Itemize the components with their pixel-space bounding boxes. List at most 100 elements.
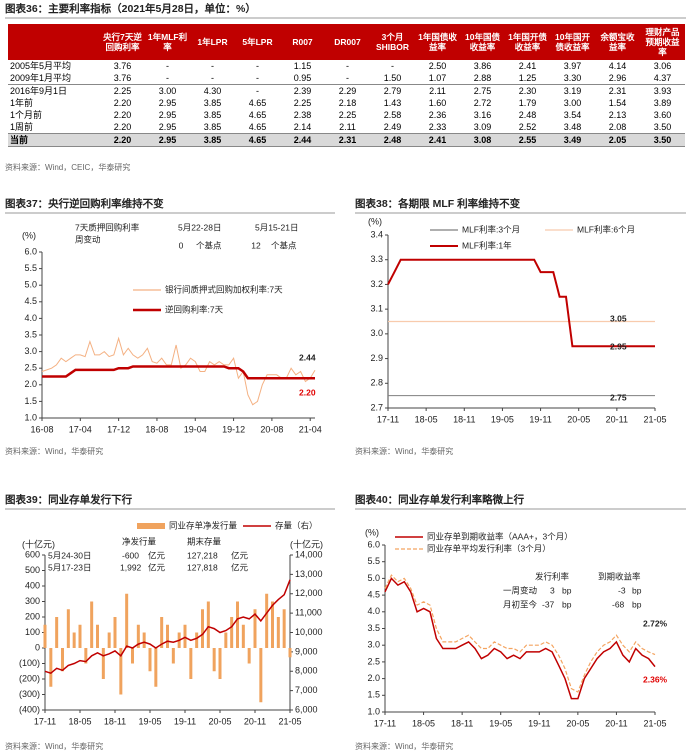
y-tick-label: 4.5 [367, 589, 380, 599]
y-tick-label: (300) [19, 689, 40, 699]
y-tick-label: 2.7 [370, 402, 383, 412]
table-cell: 1.54 [608, 98, 627, 108]
bar [90, 601, 94, 648]
table-cell: 2.31 [608, 86, 627, 96]
series-line [41, 336, 316, 406]
column-header: 5年LPR [235, 24, 280, 60]
annotation: 月初至今 [503, 599, 538, 609]
row-label: 2016年9月1日 [10, 86, 68, 96]
legend-label: 同业存单净发行量 [169, 520, 238, 530]
x-tick-label: 19-12 [222, 424, 245, 434]
table-cell: 1.25 [505, 72, 550, 85]
bar [271, 601, 274, 648]
table-cell: 2.33 [415, 121, 460, 134]
table-cell: - [346, 61, 349, 71]
x-tick-label: 20-11 [606, 414, 628, 424]
x-tick-label: 19-11 [528, 718, 550, 728]
x-tick-label: 19-05 [491, 414, 514, 424]
y-tick-label: 2.9 [370, 353, 383, 363]
table-cell: 2.30 [518, 86, 537, 96]
table-cell: - [391, 61, 394, 71]
column-header: 1年LPR [190, 24, 235, 60]
annotation: -68 [612, 599, 625, 609]
series-line [384, 577, 656, 700]
y-tick-label: 5.0 [24, 280, 37, 290]
legend-label: 逆回购利率:7天 [165, 304, 224, 314]
bar [171, 648, 175, 664]
bar [195, 632, 199, 648]
bar [148, 648, 152, 672]
table-cell: 2.11 [325, 121, 370, 134]
x-tick-label: 20-11 [605, 718, 627, 728]
y-tick-label: 3.1 [370, 304, 383, 314]
table-cell: 2.25 [293, 98, 312, 108]
table-cell: 2.58 [383, 110, 402, 120]
x-tick-label: 20-05 [567, 414, 590, 424]
series-line [42, 365, 315, 380]
table-cell: - [211, 61, 214, 71]
y-tick-label: 300 [25, 596, 40, 606]
bar [189, 648, 193, 679]
x-tick-label: 16-08 [30, 424, 53, 434]
bar [131, 648, 134, 664]
table-cell: 3.93 [653, 86, 672, 96]
table-cell: 3.16 [473, 110, 492, 120]
table-cell: 2.55 [505, 133, 550, 147]
annotation: bp [562, 585, 572, 595]
table-cell: 3.50 [640, 121, 685, 134]
bar [160, 617, 164, 648]
table-row: 2009年1月平均 3.76- - -0.95-1.50 1.07 2.88 1.25 3.3… [8, 72, 685, 85]
y-tick-label: 3.5 [367, 623, 380, 633]
table-cell: 4.65 [235, 121, 280, 134]
annotation: 亿元 [148, 550, 166, 560]
y-tick-label: 5.5 [24, 263, 37, 273]
annotation: 5月15-21日 [255, 222, 298, 232]
x-tick-label: 20-05 [208, 716, 231, 726]
table-cell: 3.85 [190, 121, 235, 134]
column-header: 3个月SHIBOR [370, 24, 415, 60]
x-tick-label: 19-05 [489, 718, 512, 728]
y2-tick-label: 7,000 [295, 685, 318, 695]
table-cell: 2.72 [473, 98, 492, 108]
table-cell: 3.89 [653, 98, 672, 108]
table-cell: 4.14 [608, 61, 627, 71]
y-tick-label: 6.0 [367, 539, 380, 549]
table-cell: 1.15 [293, 61, 312, 71]
table-cell: 1.43 [383, 98, 402, 108]
annotation: 3 [550, 585, 555, 595]
bar [84, 648, 88, 664]
table-cell: 3.86 [473, 61, 492, 71]
annotation: 个基点 [271, 240, 297, 250]
table-cell: 2.96 [595, 72, 640, 85]
table-cell: 2.75 [473, 86, 492, 96]
annotation: 5月22-28日 [178, 222, 221, 232]
y-tick-label: 2.5 [24, 363, 37, 373]
bar [224, 632, 228, 648]
table-cell: 4.65 [248, 98, 267, 108]
y-axis-label: (%) [368, 216, 382, 226]
annotation: 亿元 [231, 562, 249, 572]
bar [212, 648, 216, 672]
table-cell: 2.18 [338, 98, 357, 108]
y-axis-label: (%) [22, 230, 36, 240]
legend-label: MLF利率:3个月 [462, 224, 520, 234]
x-tick-label: 17-11 [374, 718, 396, 728]
annotation: 2.36% [643, 674, 668, 684]
legend-swatch [137, 523, 165, 529]
annotation: 2.75 [610, 392, 627, 402]
bar [241, 624, 245, 648]
bar [288, 648, 292, 658]
table-cell: 2.20 [100, 121, 145, 134]
y-tick-label: 4.0 [367, 606, 380, 616]
y-tick-label: 2.8 [370, 378, 383, 388]
bar [136, 624, 140, 648]
y-tick-label: 2.5 [367, 656, 380, 666]
column-header: 1年MLF利率 [145, 24, 190, 60]
table-cell: 2.13 [608, 110, 627, 120]
y-tick-label: (200) [19, 673, 40, 683]
table-cell: 3.85 [203, 110, 222, 120]
y-tick-label: 3.0 [370, 328, 383, 338]
table-row: 当前 2.20 2.95 3.85 4.65 2.44 2.31 2.48 2.41 3.08 2.… [8, 133, 685, 147]
x-tick-label: 18-05 [68, 716, 91, 726]
